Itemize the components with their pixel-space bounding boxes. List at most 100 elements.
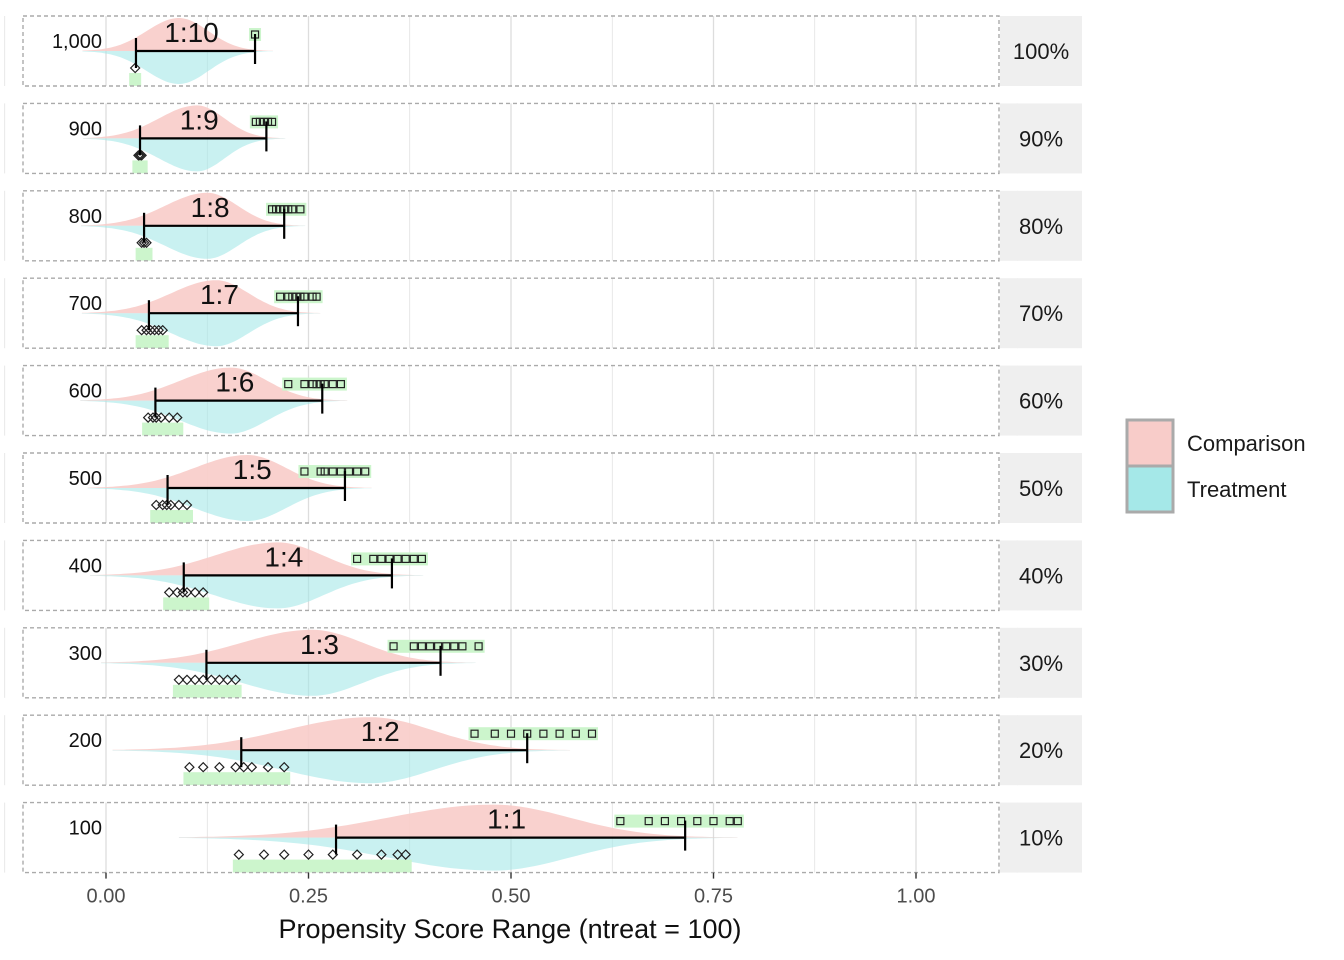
facet-strip (1000, 103, 1082, 174)
comparison-points-band (142, 422, 184, 436)
comparison-count-label: 1,000 (52, 31, 102, 53)
comparison-points-band (135, 335, 169, 349)
ratio-label: 1:5 (233, 454, 272, 485)
treatment-density (112, 750, 571, 784)
ratio-label: 1:3 (300, 629, 339, 660)
treatment-point (417, 554, 426, 564)
ratio-label: 1:9 (180, 104, 219, 135)
comparison-point (150, 412, 162, 423)
comparison-point (278, 761, 290, 773)
comparison-density (82, 18, 273, 51)
facet-strip (1000, 190, 1082, 261)
x-axis-label: Propensity Score Range (ntreat = 100) (278, 914, 741, 944)
comparison-point (161, 499, 173, 511)
legend: Comparison Treatment (1125, 418, 1306, 514)
comparison-density (81, 192, 306, 226)
comparison-point (138, 237, 150, 249)
comparison-point (177, 587, 189, 598)
facet-strip-label: 90% (1019, 126, 1063, 151)
x-axis: 0.00 0.25 0.50 0.75 1.00 (87, 872, 935, 908)
treatment-point (288, 205, 297, 214)
comparison-point (197, 587, 209, 598)
treatment-point (276, 292, 285, 301)
treatment-point (300, 467, 309, 476)
comparison-count-label: 900 (69, 118, 102, 140)
treatment-point (353, 467, 362, 476)
comparison-point (214, 674, 225, 686)
panel-content (83, 105, 286, 174)
panel-border (22, 452, 1000, 524)
treatment-point (300, 292, 309, 301)
comparison-density (178, 804, 738, 838)
comparison-point (205, 674, 217, 686)
comparison-points-band (150, 510, 193, 523)
facet-panel: 1:3 300 30% (4, 627, 1082, 699)
treatment-density (81, 225, 306, 259)
treatment-density (90, 575, 424, 609)
treatment-point (336, 380, 345, 389)
panel-border (22, 364, 1000, 437)
treatment-point (296, 205, 305, 214)
treatment-density (81, 313, 321, 347)
comparison-point (155, 412, 167, 423)
facet-strip (1000, 802, 1082, 873)
facet-strip (1000, 278, 1082, 349)
facet-strip-label: 20% (1019, 738, 1063, 763)
facet-panel: 1:6 600 60% (4, 364, 1082, 437)
treatment-point (571, 729, 580, 738)
comparison-point (258, 849, 270, 860)
comparison-density (101, 629, 476, 663)
treatment-point (506, 729, 516, 738)
treatment-point (474, 642, 483, 651)
comparison-density (83, 105, 286, 139)
treatment-point (417, 642, 426, 651)
legend-swatch (1125, 418, 1175, 468)
treatment-point (328, 380, 337, 389)
comparison-point (163, 412, 175, 423)
treatment-point (709, 816, 718, 826)
comparison-point (230, 761, 241, 773)
panel-border (22, 190, 1000, 262)
treatment-point (393, 554, 402, 564)
comparison-point (157, 499, 169, 511)
comparison-point (181, 499, 193, 511)
comparison-point (142, 412, 154, 423)
comparison-point (145, 324, 156, 336)
treatment-points-band (614, 814, 744, 828)
panel-content (101, 629, 485, 698)
comparison-count-label: 500 (69, 468, 102, 490)
legend-label: Comparison (1187, 431, 1306, 456)
x-tick-label: 0.00 (87, 886, 126, 908)
comparison-point (278, 849, 290, 860)
treatment-points-band (468, 727, 598, 741)
ratio-label: 1:7 (200, 279, 239, 310)
comparison-density (81, 280, 321, 314)
facet-panel: 1:5 500 50% (4, 452, 1082, 524)
treatment-point (284, 380, 293, 389)
facet-strip-label: 70% (1019, 301, 1063, 326)
comparison-density (112, 717, 571, 751)
ratio-label: 1:10 (164, 17, 219, 48)
comparison-density (87, 455, 372, 488)
treatment-density (101, 662, 476, 696)
comparison-points-band (232, 859, 412, 873)
comparison-point (149, 324, 160, 336)
comparison-count-label: 200 (69, 730, 102, 752)
comparison-points-band (163, 597, 210, 611)
comparison-points-band (135, 247, 153, 261)
treatment-density (83, 138, 286, 172)
treatment-point (725, 816, 734, 826)
facet-strip-label: 40% (1019, 563, 1063, 588)
treatment-point (442, 642, 451, 651)
legend-label: Treatment (1187, 477, 1286, 502)
facet-strip (1000, 715, 1082, 786)
treatment-point (490, 729, 499, 738)
facet-strip-label: 100% (1013, 39, 1069, 64)
treatment-point (409, 642, 418, 651)
treatment-point (450, 642, 459, 651)
treatment-point (587, 729, 597, 738)
x-tick-label: 0.50 (492, 886, 531, 908)
facet-panel: 1:10 1,000 100% (4, 15, 1082, 87)
comparison-point (197, 761, 209, 773)
panel-border (22, 15, 1000, 87)
